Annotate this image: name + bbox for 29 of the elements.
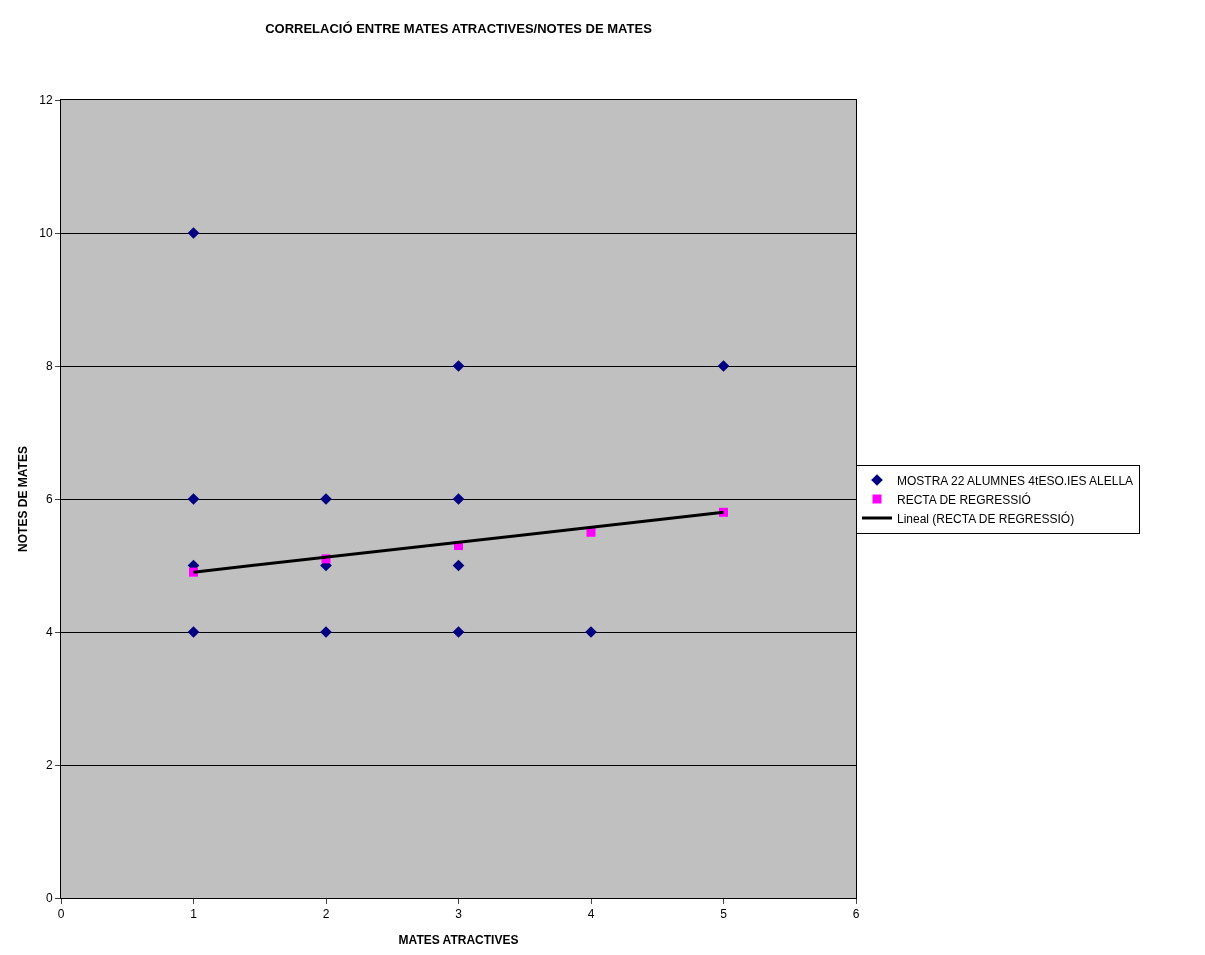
point bbox=[717, 360, 730, 372]
y-axis-title: NOTES DE MATES bbox=[16, 446, 30, 552]
point bbox=[452, 493, 465, 505]
x-tick-label: 1 bbox=[190, 907, 198, 922]
point bbox=[452, 626, 465, 638]
y-tick-label: 4 bbox=[45, 625, 53, 640]
y-tick-label: 2 bbox=[45, 758, 53, 773]
x-tick-label: 3 bbox=[455, 907, 463, 922]
x-tick-label: 0 bbox=[57, 907, 65, 922]
y-tick-label: 12 bbox=[39, 93, 53, 108]
point bbox=[187, 227, 200, 239]
point bbox=[452, 559, 465, 572]
y-tick-label: 6 bbox=[45, 492, 53, 507]
x-tick-label: 6 bbox=[852, 907, 860, 922]
y-tick-label: 0 bbox=[45, 891, 53, 906]
x-axis-title: MATES ATRACTIVES bbox=[398, 933, 519, 947]
point bbox=[586, 527, 596, 537]
legend-label: Lineal (RECTA DE REGRESSIÓ) bbox=[897, 510, 1075, 526]
chart-title: CORRELACIÓ ENTRE MATES ATRACTIVES/NOTES DE MATES bbox=[265, 20, 653, 36]
x-tick-label: 2 bbox=[322, 907, 330, 922]
x-tick-label: 5 bbox=[720, 907, 728, 922]
y-tick-label: 10 bbox=[39, 226, 53, 241]
legend-label: RECTA DE REGRESSIÓ bbox=[897, 491, 1031, 507]
point bbox=[187, 493, 200, 505]
legend-label: MOSTRA 22 ALUMNES 4tESO.IES ALELLA bbox=[897, 473, 1134, 488]
point bbox=[187, 626, 200, 638]
point bbox=[452, 360, 465, 372]
x-tick-label: 4 bbox=[587, 907, 595, 922]
y-tick-label: 8 bbox=[45, 359, 53, 374]
